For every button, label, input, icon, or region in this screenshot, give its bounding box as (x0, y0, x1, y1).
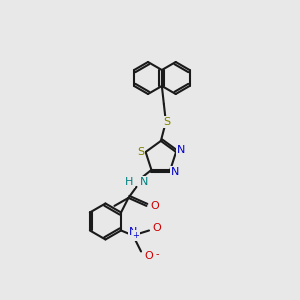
Text: N: N (177, 145, 185, 155)
Text: N: N (171, 167, 179, 177)
Text: H: H (125, 177, 134, 187)
Text: S: S (163, 117, 170, 127)
Text: N: N (129, 227, 137, 238)
Text: N: N (140, 177, 148, 187)
Text: O: O (145, 251, 153, 262)
Text: +: + (133, 231, 140, 240)
Text: O: O (153, 224, 161, 233)
Text: -: - (155, 250, 159, 260)
Text: S: S (137, 147, 144, 157)
Text: O: O (150, 201, 159, 211)
